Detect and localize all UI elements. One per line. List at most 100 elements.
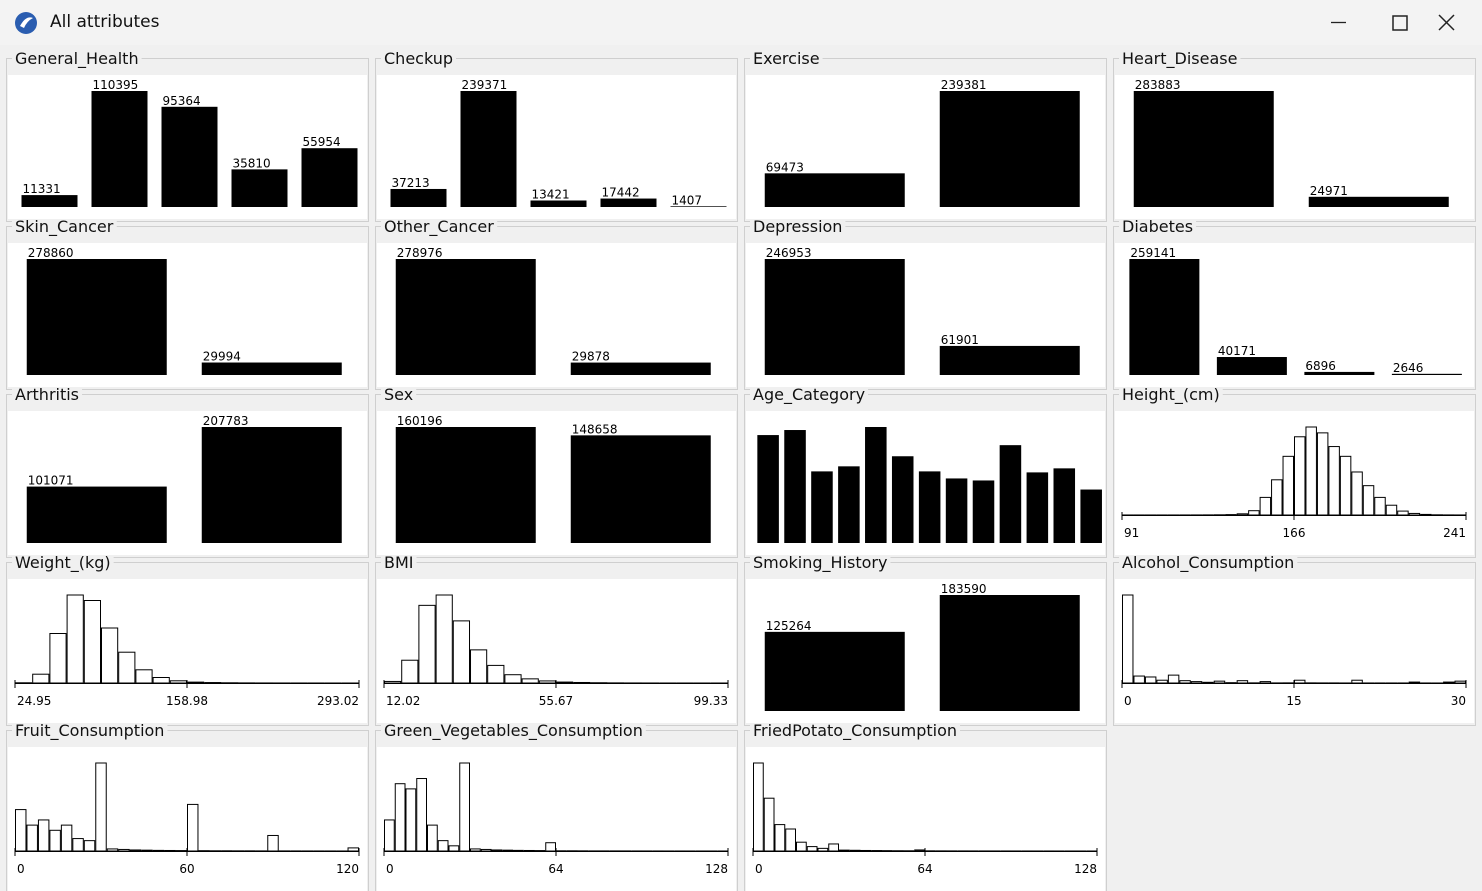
panel-title: Skin_Cancer xyxy=(15,217,114,237)
histogram-bar xyxy=(1420,513,1432,516)
histogram-bar xyxy=(401,659,419,684)
histogram-bar xyxy=(1202,681,1214,684)
bar-value-label: 278860 xyxy=(28,246,74,260)
attribute-panel: BMI 12.02 55.67 99.33 xyxy=(375,553,738,726)
histogram-bar xyxy=(452,620,471,684)
maximize-button[interactable] xyxy=(1392,15,1408,31)
attribute-panel: Green_Vegetables_Consumption 0 64 128 xyxy=(375,721,738,891)
panel-title-bg xyxy=(750,389,869,401)
x-tick-label: 0 xyxy=(755,862,763,876)
histogram-bar xyxy=(470,848,481,852)
app-icon xyxy=(15,12,37,34)
bar-value-label: 239371 xyxy=(462,78,508,92)
histogram-bar xyxy=(1179,680,1191,684)
histogram-bar xyxy=(1248,510,1260,516)
histogram-bar xyxy=(66,594,84,684)
panel-title-bg xyxy=(381,725,646,737)
attribute-panel: Checkup 37213 239371 13421 17442 1407 xyxy=(375,49,738,222)
histogram-bar xyxy=(504,674,522,684)
panel-title-bg xyxy=(12,221,117,233)
attribute-panel: Age_Category xyxy=(744,385,1107,558)
x-tick-label: 166 xyxy=(1283,526,1306,540)
bar xyxy=(764,631,905,711)
panel-title: Age_Category xyxy=(753,385,865,405)
histogram-bar xyxy=(480,848,492,852)
histogram-bar xyxy=(141,849,153,852)
bar xyxy=(945,478,968,543)
histogram-bar xyxy=(1454,680,1466,684)
panel-title: BMI xyxy=(384,553,414,572)
histogram-bar xyxy=(785,828,796,852)
x-tick-label: 99.33 xyxy=(694,694,728,708)
bar-value-label: 55954 xyxy=(303,135,341,149)
panel-title: Sex xyxy=(384,385,413,404)
histogram-bar xyxy=(152,677,170,684)
histogram-bar xyxy=(1305,426,1317,516)
panel-title-bg xyxy=(750,53,823,65)
histogram-bar xyxy=(523,849,535,852)
panel-title-bg xyxy=(750,221,846,233)
histogram-bar xyxy=(521,678,539,684)
histogram-bar xyxy=(101,627,119,684)
panel-title: Alcohol_Consumption xyxy=(1122,553,1294,573)
bar-value-label: 17442 xyxy=(602,186,640,200)
histogram-bar xyxy=(1351,679,1363,684)
histogram-bar xyxy=(37,819,50,852)
histogram-bar xyxy=(502,849,513,852)
panel-title: Other_Cancer xyxy=(384,217,494,237)
histogram-bar xyxy=(427,824,438,852)
histogram-bar xyxy=(49,633,67,684)
histogram-bar xyxy=(817,847,829,852)
histogram-bar xyxy=(1316,432,1329,516)
histogram-bar xyxy=(839,849,850,852)
histogram-bar xyxy=(1259,496,1272,516)
bar xyxy=(201,427,342,543)
bar xyxy=(1053,468,1076,543)
histogram-bar xyxy=(164,849,176,852)
histogram-bar xyxy=(860,849,872,852)
bar-value-label: 160196 xyxy=(397,414,443,428)
histogram-bar xyxy=(418,604,436,684)
bar xyxy=(21,195,78,207)
bar xyxy=(530,200,587,207)
bar-value-label: 29994 xyxy=(203,350,241,364)
bar xyxy=(939,91,1080,207)
bar xyxy=(301,148,358,207)
panel-title: Height_(cm) xyxy=(1122,385,1220,405)
bar xyxy=(600,198,657,207)
histogram-bar xyxy=(1443,681,1455,684)
bar-value-label: 259141 xyxy=(1130,246,1176,260)
bar xyxy=(390,188,447,207)
histogram-bar xyxy=(1259,681,1272,684)
window-controls[interactable] xyxy=(1282,0,1482,45)
histogram-bar xyxy=(32,673,50,684)
panel-title: FriedPotato_Consumption xyxy=(753,721,957,741)
close-button[interactable] xyxy=(1438,14,1455,31)
histogram-bar xyxy=(1282,455,1294,516)
histogram-bar xyxy=(1328,446,1340,516)
histogram-bar xyxy=(1271,479,1283,516)
histogram-bar xyxy=(384,680,402,684)
bar xyxy=(231,169,288,207)
panel-title-bg xyxy=(1119,53,1241,65)
x-tick-label: 55.67 xyxy=(539,694,573,708)
x-tick-label: 128 xyxy=(1074,862,1097,876)
plot-area xyxy=(1115,579,1474,723)
histogram-bar xyxy=(394,783,406,852)
panel-title-bg xyxy=(12,389,83,401)
histogram-bar xyxy=(1156,679,1168,684)
bar-value-label: 1407 xyxy=(672,193,703,207)
histogram-bar xyxy=(828,843,839,852)
bar-value-label: 11331 xyxy=(23,182,61,196)
histogram-bar xyxy=(538,680,556,684)
bar-value-label: 125264 xyxy=(766,619,812,633)
histogram-bar xyxy=(1294,436,1306,516)
x-tick-label: 158.98 xyxy=(166,694,208,708)
bar-value-label: 239381 xyxy=(941,78,987,92)
histogram-bar xyxy=(416,778,427,852)
panel-title-bg xyxy=(381,557,417,569)
histogram-bar xyxy=(1351,471,1363,516)
x-tick-label: 30 xyxy=(1451,694,1466,708)
bar-value-label: 278976 xyxy=(397,246,443,260)
panel-title-bg xyxy=(750,557,891,569)
